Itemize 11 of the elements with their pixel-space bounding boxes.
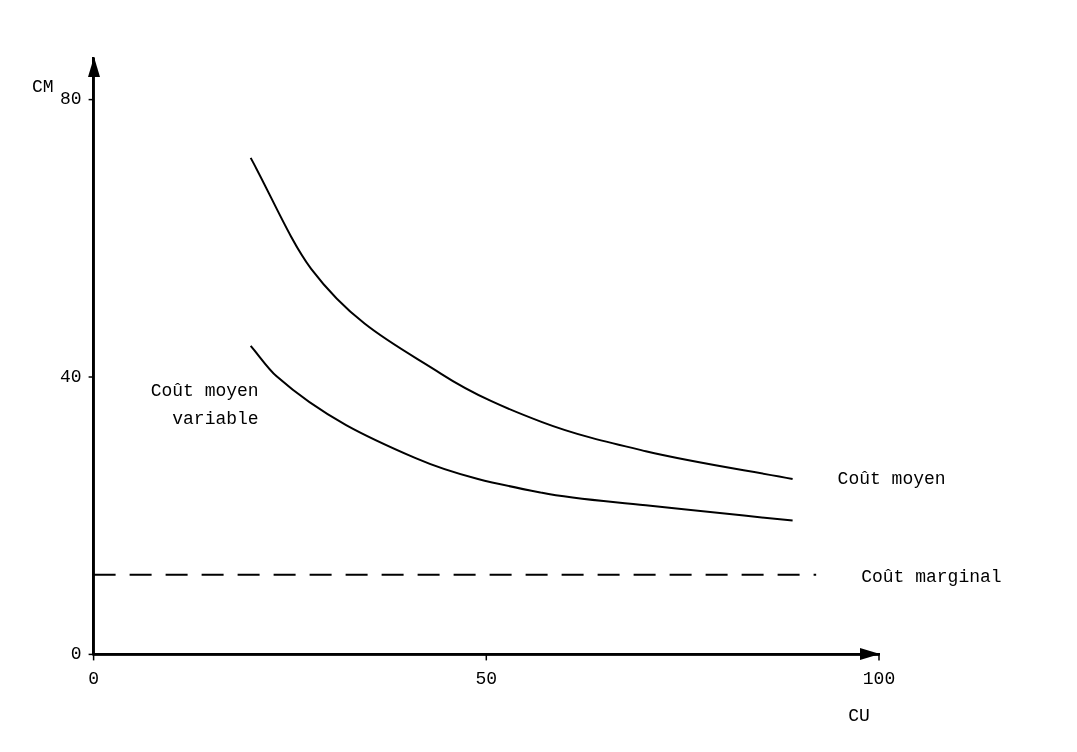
x-axis-title: CU xyxy=(848,706,870,727)
y-tick-label: 0 xyxy=(70,644,82,665)
text: Coût marginal xyxy=(861,567,1002,588)
text: Coût moyen xyxy=(837,468,946,489)
x-tick-label: 0 xyxy=(88,668,100,689)
series-label: Coût moyen variable xyxy=(150,380,259,429)
x-tick-label: 50 xyxy=(475,668,498,689)
y-tick-label: 80 xyxy=(59,89,82,110)
y-axis-title: CM xyxy=(31,77,54,98)
y-tick-label: 40 xyxy=(59,366,82,387)
x-tick-label: 100 xyxy=(862,668,896,689)
